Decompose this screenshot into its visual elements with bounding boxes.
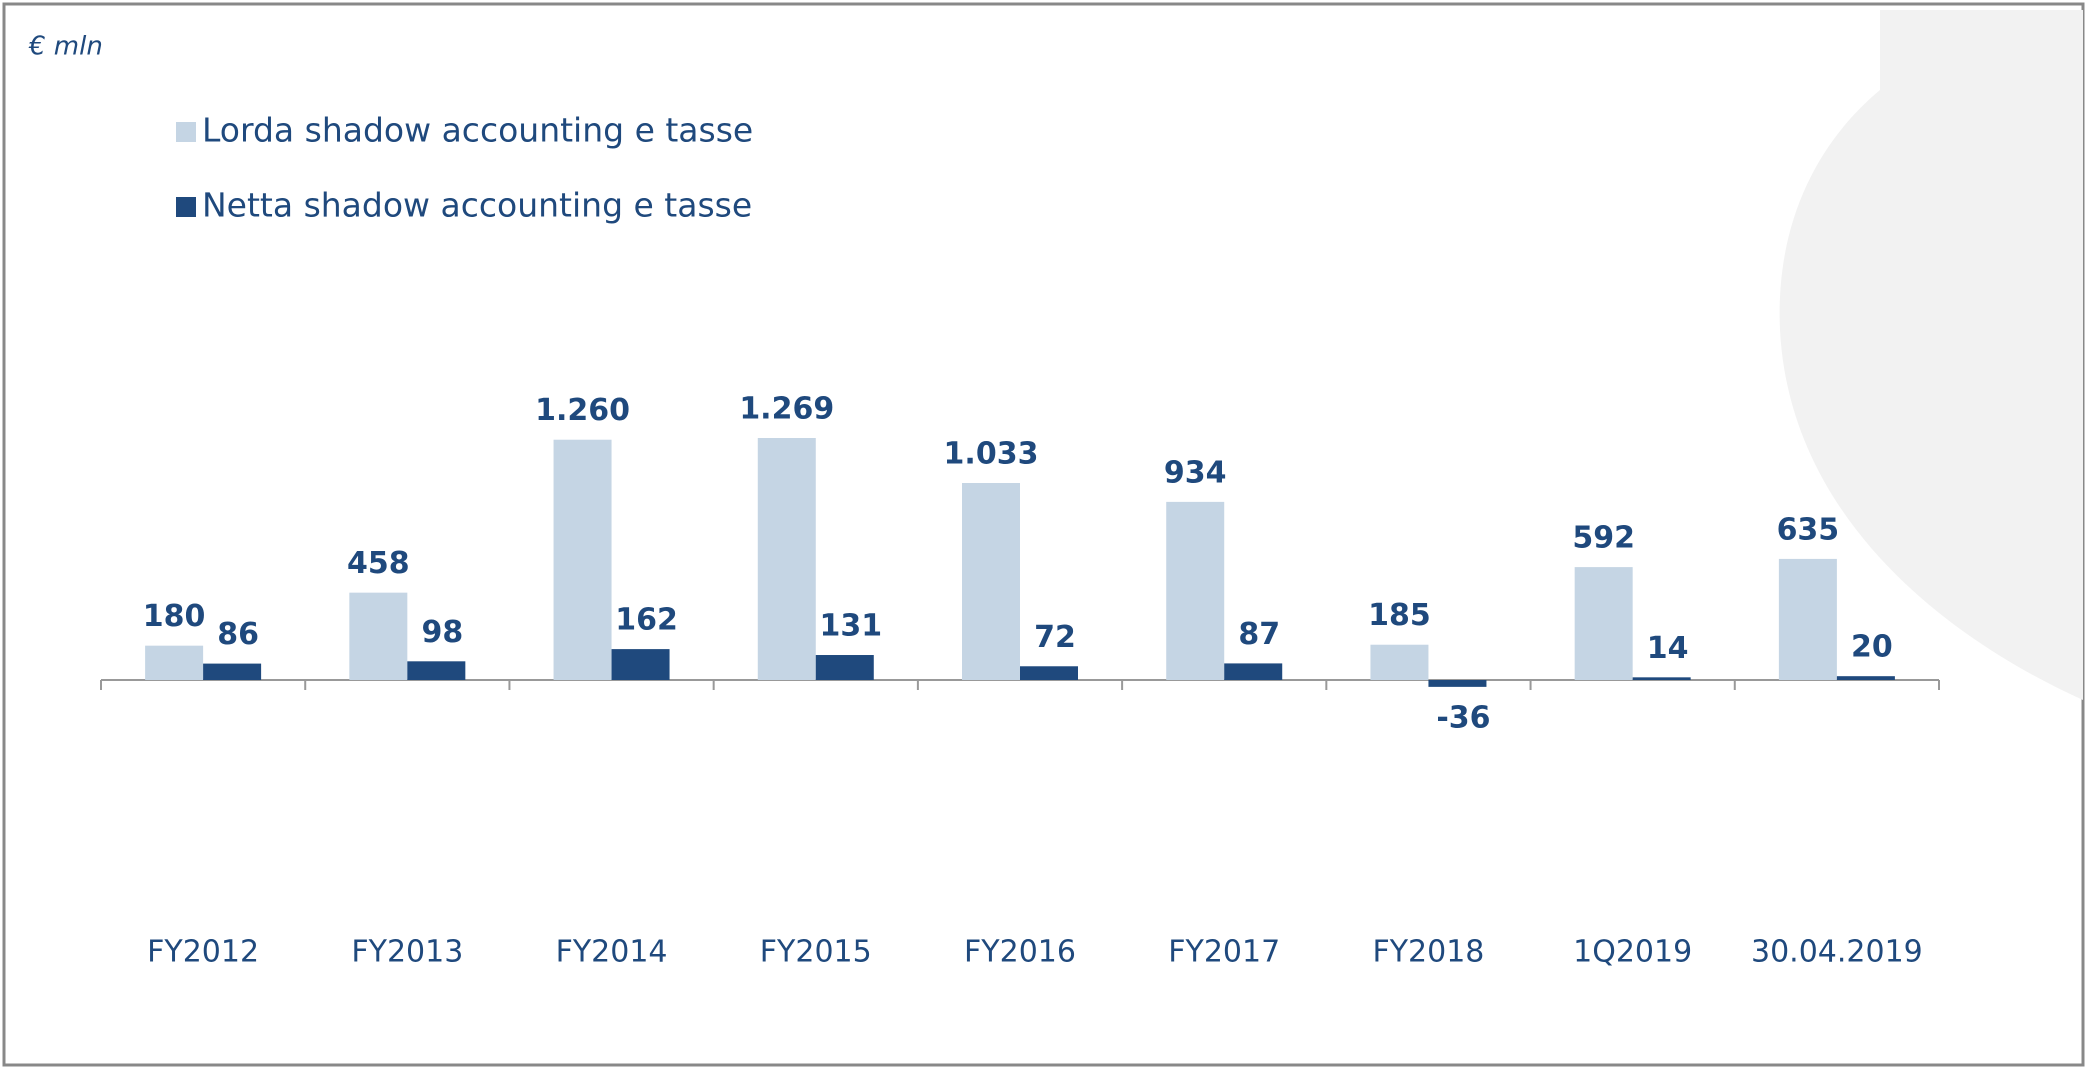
x-tick-label: FY2013 bbox=[351, 935, 463, 970]
bar bbox=[1574, 567, 1633, 680]
bar bbox=[553, 439, 612, 680]
bar bbox=[1370, 644, 1429, 680]
data-label: 1.260 bbox=[535, 393, 630, 428]
bar bbox=[1224, 663, 1283, 680]
data-label: -36 bbox=[1436, 700, 1490, 735]
data-label: 458 bbox=[347, 546, 410, 581]
data-label: 86 bbox=[217, 617, 259, 652]
bar bbox=[611, 649, 670, 680]
x-tick-label: 1Q2019 bbox=[1573, 935, 1692, 970]
x-tick-label: FY2017 bbox=[1168, 935, 1280, 970]
data-label: 934 bbox=[1164, 455, 1227, 490]
data-label: 180 bbox=[143, 599, 206, 634]
bar bbox=[757, 438, 816, 680]
bar bbox=[145, 645, 204, 680]
data-label: 162 bbox=[615, 603, 678, 638]
data-label: 131 bbox=[819, 609, 882, 644]
bar bbox=[815, 655, 874, 680]
x-tick-label: FY2015 bbox=[760, 935, 872, 970]
bar bbox=[1428, 680, 1487, 687]
bar bbox=[1632, 677, 1691, 680]
bar bbox=[1166, 501, 1225, 680]
legend-label: Lorda shadow accounting e tasse bbox=[202, 111, 753, 150]
data-label: 72 bbox=[1034, 620, 1076, 655]
bar bbox=[349, 592, 408, 680]
x-tick-label: 30.04.2019 bbox=[1751, 935, 1923, 970]
x-tick-label: FY2014 bbox=[556, 935, 668, 970]
bar bbox=[1836, 676, 1895, 680]
data-label: 1.269 bbox=[739, 392, 834, 427]
unit-label: € mln bbox=[28, 32, 103, 62]
data-label: 592 bbox=[1572, 521, 1635, 556]
x-tick-label: FY2016 bbox=[964, 935, 1076, 970]
bar bbox=[1020, 666, 1078, 680]
legend-swatch bbox=[176, 122, 196, 142]
watermark bbox=[1779, 10, 2083, 700]
data-label: 635 bbox=[1777, 512, 1840, 547]
legend-swatch bbox=[176, 197, 196, 217]
data-label: 98 bbox=[421, 615, 463, 650]
bar bbox=[203, 663, 262, 680]
bar bbox=[962, 483, 1020, 680]
legend-label: Netta shadow accounting e tasse bbox=[202, 186, 752, 225]
bar bbox=[407, 661, 466, 680]
data-label: 14 bbox=[1647, 631, 1689, 666]
x-tick-label: FY2018 bbox=[1372, 935, 1484, 970]
data-label: 185 bbox=[1368, 598, 1431, 633]
data-label: 20 bbox=[1851, 630, 1893, 665]
data-label: 1.033 bbox=[944, 437, 1039, 472]
bar bbox=[1778, 558, 1837, 680]
data-label: 87 bbox=[1238, 617, 1280, 652]
x-tick-label: FY2012 bbox=[147, 935, 259, 970]
